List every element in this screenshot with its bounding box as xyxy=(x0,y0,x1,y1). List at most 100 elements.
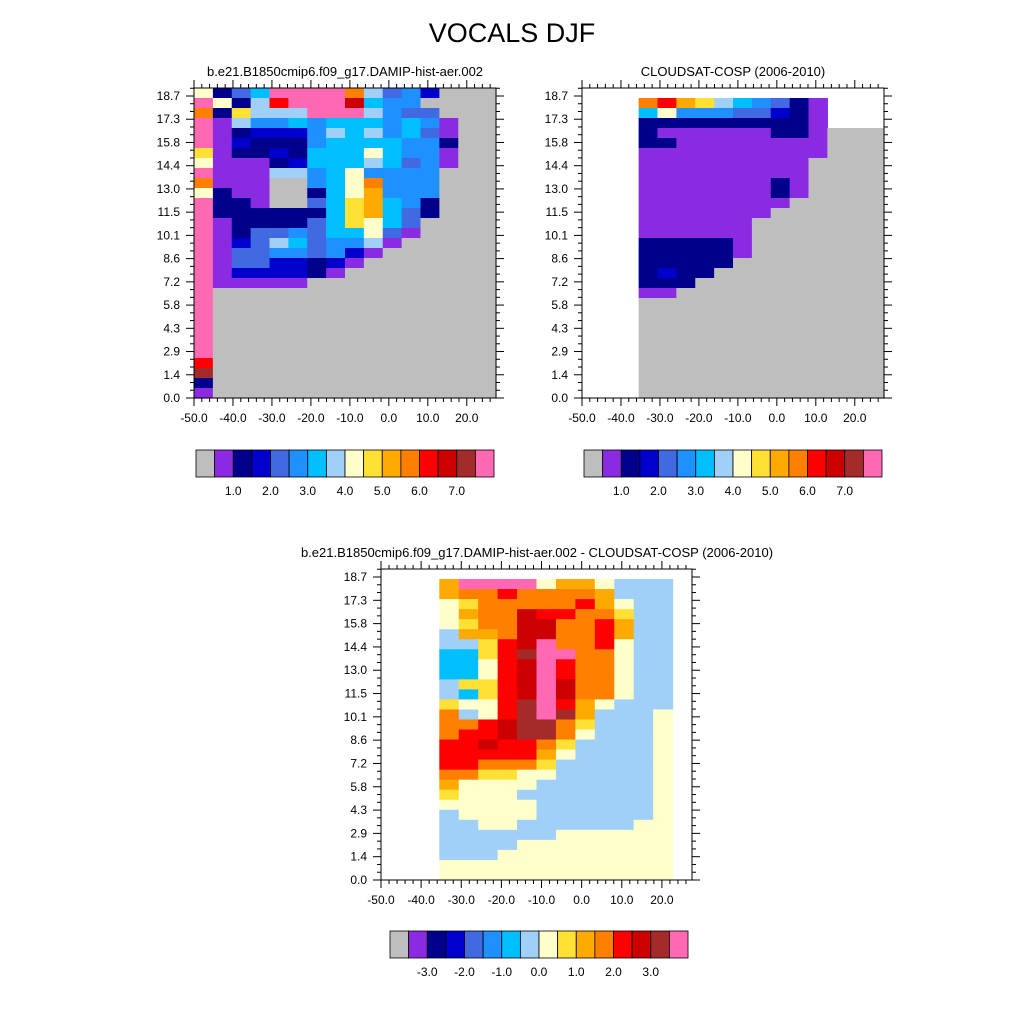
heatmap-cell xyxy=(827,318,847,329)
heatmap-cell xyxy=(676,258,696,269)
heatmap-cell xyxy=(751,118,772,129)
heatmap-cell xyxy=(536,669,557,680)
heatmap-cell xyxy=(401,288,422,299)
heatmap-cell xyxy=(326,138,346,149)
x-tick-label: -10.0 xyxy=(336,411,364,425)
heatmap-cell xyxy=(477,258,497,269)
heatmap-cell xyxy=(808,218,828,229)
heatmap-cell xyxy=(633,749,654,761)
heatmap-cell xyxy=(714,148,734,159)
heatmap-cell xyxy=(212,308,233,319)
heatmap-cell xyxy=(865,248,885,259)
heatmap-cell xyxy=(751,158,772,169)
heatmap-cell xyxy=(439,859,460,871)
heatmap-cell xyxy=(614,839,635,851)
heatmap-cell xyxy=(382,348,403,359)
heatmap-cell xyxy=(458,388,478,399)
heatmap-cell xyxy=(653,669,674,680)
heatmap-cell xyxy=(382,258,403,269)
heatmap-cell xyxy=(307,188,327,199)
heatmap-cell xyxy=(733,288,753,299)
heatmap-cell xyxy=(808,128,828,139)
heatmap-cell xyxy=(458,779,479,791)
heatmap-cell xyxy=(439,699,460,711)
heatmap-cell xyxy=(536,649,557,660)
heatmap-cell xyxy=(536,629,557,640)
heatmap-cell xyxy=(269,368,289,379)
heatmap-cell xyxy=(269,108,289,119)
heatmap-cell xyxy=(401,358,422,369)
heatmap-cell xyxy=(382,358,403,369)
heatmap-cell xyxy=(382,238,403,249)
heatmap-cell xyxy=(789,158,810,169)
heatmap-cell xyxy=(733,98,753,109)
heatmap-cell xyxy=(575,579,596,590)
x-tick-label: -50.0 xyxy=(367,893,395,907)
heatmap-cell xyxy=(194,338,214,349)
heatmap-cell xyxy=(326,258,346,269)
heatmap-cell xyxy=(288,108,308,119)
heatmap-cell xyxy=(288,168,308,179)
heatmap-cell xyxy=(401,268,422,279)
colorbar-swatch xyxy=(807,449,827,478)
heatmap-cell xyxy=(269,168,289,179)
heatmap-cell xyxy=(594,649,615,660)
heatmap-cell xyxy=(789,378,810,389)
heatmap-cell xyxy=(478,799,499,811)
y-tick-label: 1.4 xyxy=(551,368,568,382)
heatmap-cell xyxy=(789,358,810,369)
heatmap-cell xyxy=(846,238,866,249)
heatmap-cell xyxy=(363,378,384,389)
heatmap-cell xyxy=(846,318,866,329)
heatmap-cell xyxy=(714,368,734,379)
heatmap-cell xyxy=(458,98,478,109)
heatmap-cell xyxy=(614,609,635,620)
heatmap-cell xyxy=(194,318,214,329)
x-tick-label: -20.0 xyxy=(297,411,325,425)
heatmap-cell xyxy=(536,699,557,711)
colorbar-swatch xyxy=(482,930,503,959)
heatmap-cell xyxy=(497,629,518,640)
heatmap-cell xyxy=(633,759,654,771)
heatmap-cell xyxy=(382,178,403,189)
heatmap-cell xyxy=(439,749,460,761)
heatmap-cell xyxy=(714,128,734,139)
colorbar-swatch xyxy=(381,449,402,478)
heatmap-cell xyxy=(497,739,518,751)
heatmap-cell xyxy=(363,198,384,209)
heatmap-cell xyxy=(439,679,460,690)
heatmap-cell xyxy=(714,308,734,319)
heatmap-cell xyxy=(555,699,576,711)
colorbar-swatch xyxy=(389,930,410,959)
heatmap-cell xyxy=(638,228,659,239)
heatmap-cell xyxy=(575,839,596,851)
heatmap-cell xyxy=(653,649,674,660)
heatmap-cell xyxy=(633,859,654,871)
heatmap-cell xyxy=(194,328,214,339)
heatmap-cell xyxy=(458,178,478,189)
heatmap-cell xyxy=(363,268,384,279)
heatmap-cell xyxy=(497,759,518,771)
heatmap-cell xyxy=(458,148,478,159)
heatmap-cell xyxy=(733,128,753,139)
heatmap-cell xyxy=(865,318,885,329)
heatmap-cell xyxy=(250,238,271,249)
heatmap-cell xyxy=(517,789,538,801)
heatmap-cell xyxy=(865,388,885,399)
heatmap-cell xyxy=(808,238,828,249)
heatmap-cell xyxy=(382,88,403,99)
heatmap-cell xyxy=(575,859,596,871)
heatmap-cell xyxy=(653,859,674,871)
heatmap-cell xyxy=(307,368,327,379)
heatmap-cell xyxy=(808,258,828,269)
heatmap-cell xyxy=(733,178,753,189)
heatmap-cell xyxy=(307,248,327,259)
heatmap-cell xyxy=(345,318,365,329)
heatmap-cell xyxy=(770,168,791,179)
heatmap-cell xyxy=(575,779,596,791)
heatmap-cell xyxy=(477,108,497,119)
panel-title-difference: b.e21.B1850cmip6.f09_g17.DAMIP-hist-aer.… xyxy=(300,545,774,560)
heatmap-cell xyxy=(250,258,271,269)
heatmap-cell xyxy=(517,589,538,600)
heatmap-cell xyxy=(326,188,346,199)
